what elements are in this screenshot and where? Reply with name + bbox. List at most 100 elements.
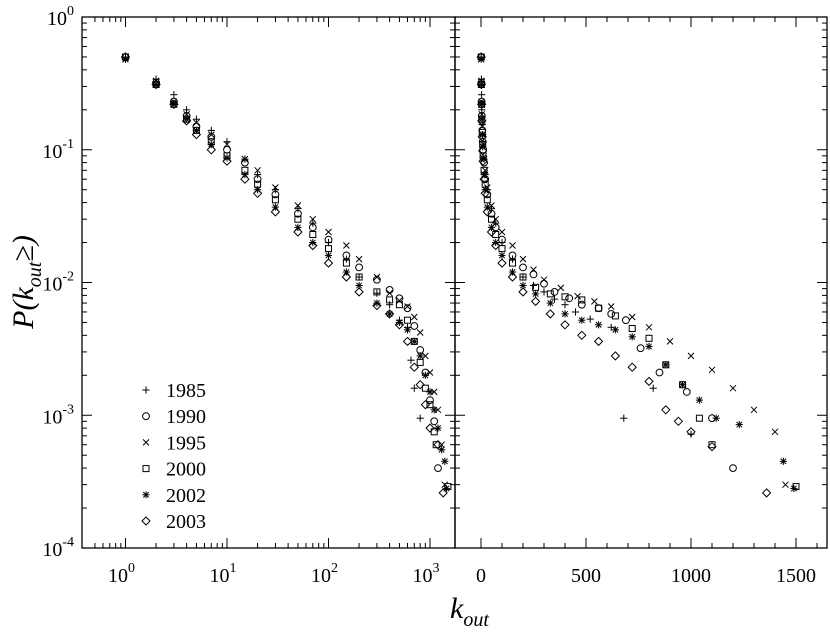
data-point-plus	[410, 384, 418, 392]
data-point-circle	[355, 263, 364, 272]
data-point-square	[708, 441, 716, 449]
data-point-circle	[271, 190, 280, 199]
data-point-square	[546, 290, 554, 298]
data-point-diamond	[181, 116, 192, 126]
data-point-cross	[519, 255, 527, 263]
y-tick-label: 10-2	[42, 270, 74, 296]
data-point-star	[170, 100, 178, 108]
x-tick-label-exp: 0	[128, 561, 135, 576]
data-point-diamond	[270, 207, 281, 217]
x-tick-label-exp: 2	[331, 561, 338, 576]
data-point-circle	[540, 279, 548, 288]
data-point-diamond	[661, 405, 671, 415]
data-point-diamond	[530, 296, 541, 307]
data-point-star	[477, 55, 485, 63]
data-point-cross	[492, 215, 500, 223]
data-point-star	[531, 290, 540, 298]
x-tick-label: 1000	[671, 565, 711, 587]
data-point-diamond	[151, 79, 161, 90]
data-point-star	[498, 251, 506, 259]
data-point-cross	[309, 215, 317, 223]
data-point-diamond	[686, 427, 696, 437]
data-point-plus	[309, 219, 317, 227]
data-point-cross	[687, 352, 695, 360]
data-point-square	[695, 414, 703, 422]
data-point-diamond	[240, 174, 250, 184]
data-point-diamond	[120, 52, 131, 62]
data-point-plus	[540, 288, 548, 296]
data-point-cross	[386, 289, 393, 297]
data-point-plus	[192, 115, 200, 123]
data-point-cross	[422, 352, 429, 360]
data-point-circle	[253, 175, 262, 184]
data-point-circle	[308, 223, 317, 232]
data-point-star	[611, 326, 620, 334]
data-point-circle	[594, 304, 603, 313]
data-point-circle	[622, 316, 630, 325]
data-point-circle	[565, 294, 574, 303]
panel-frame-1	[81, 16, 456, 549]
data-point-square	[578, 296, 586, 304]
data-point-plus	[170, 91, 178, 99]
data-point-star	[695, 396, 704, 404]
data-point-cross	[223, 140, 231, 148]
data-point-square	[342, 259, 350, 267]
data-point-cross	[325, 228, 332, 236]
data-point-cross	[207, 131, 215, 138]
data-point-diamond	[478, 156, 488, 166]
data-point-diamond	[415, 379, 425, 390]
x-tick-label: 1500	[776, 565, 816, 587]
data-point-plus	[571, 308, 580, 316]
legend-label: 1995	[166, 432, 206, 454]
data-point-star	[779, 457, 788, 465]
x-tick-label-base: 10	[108, 565, 128, 587]
data-point-star	[442, 485, 450, 493]
legend-marker-circle	[142, 412, 150, 421]
data-point-plus	[492, 219, 500, 227]
data-point-diamond	[761, 488, 772, 498]
data-point-plus	[416, 414, 424, 422]
data-point-diamond	[323, 258, 334, 268]
data-point-star	[561, 310, 569, 318]
data-point-plus	[355, 273, 363, 281]
data-point-star	[594, 321, 603, 329]
data-point-diamond	[402, 336, 413, 347]
data-point-plus	[586, 315, 594, 323]
data-point-plus	[687, 430, 695, 438]
data-point-cross	[666, 338, 674, 345]
data-point-star	[438, 446, 446, 454]
panel-frame-2	[454, 16, 828, 549]
data-point-cross	[557, 284, 565, 292]
data-point-diamond	[476, 79, 487, 90]
data-point-square	[628, 325, 636, 332]
data-point-diamond	[480, 188, 490, 199]
data-point-cross	[750, 406, 758, 414]
data-point-square	[532, 283, 540, 291]
data-point-cross	[294, 202, 302, 209]
data-point-star	[271, 203, 279, 211]
data-point-diamond	[191, 129, 202, 140]
data-point-circle	[426, 396, 434, 405]
data-point-cross	[591, 298, 598, 305]
data-point-diamond	[482, 207, 493, 217]
legend-marker-plus	[142, 386, 150, 394]
data-point-star	[434, 424, 442, 432]
data-point-star	[309, 238, 317, 247]
data-point-diamond	[476, 99, 487, 110]
data-point-diamond	[477, 132, 488, 142]
data-point-star	[477, 80, 485, 89]
data-point-square	[309, 231, 317, 238]
data-point-square	[355, 273, 363, 281]
x-tick-label: 101	[210, 561, 237, 587]
y-tick-label: 10-1	[42, 137, 74, 163]
y-tick-label: 10-4	[42, 535, 74, 561]
data-point-cross	[645, 323, 653, 331]
data-point-diamond	[409, 362, 420, 372]
data-point-cross	[729, 384, 737, 392]
data-point-square	[386, 296, 394, 304]
legend-marker-square	[142, 465, 150, 473]
data-point-star	[395, 318, 403, 327]
data-point-plus	[561, 301, 569, 309]
data-point-circle	[207, 132, 216, 141]
